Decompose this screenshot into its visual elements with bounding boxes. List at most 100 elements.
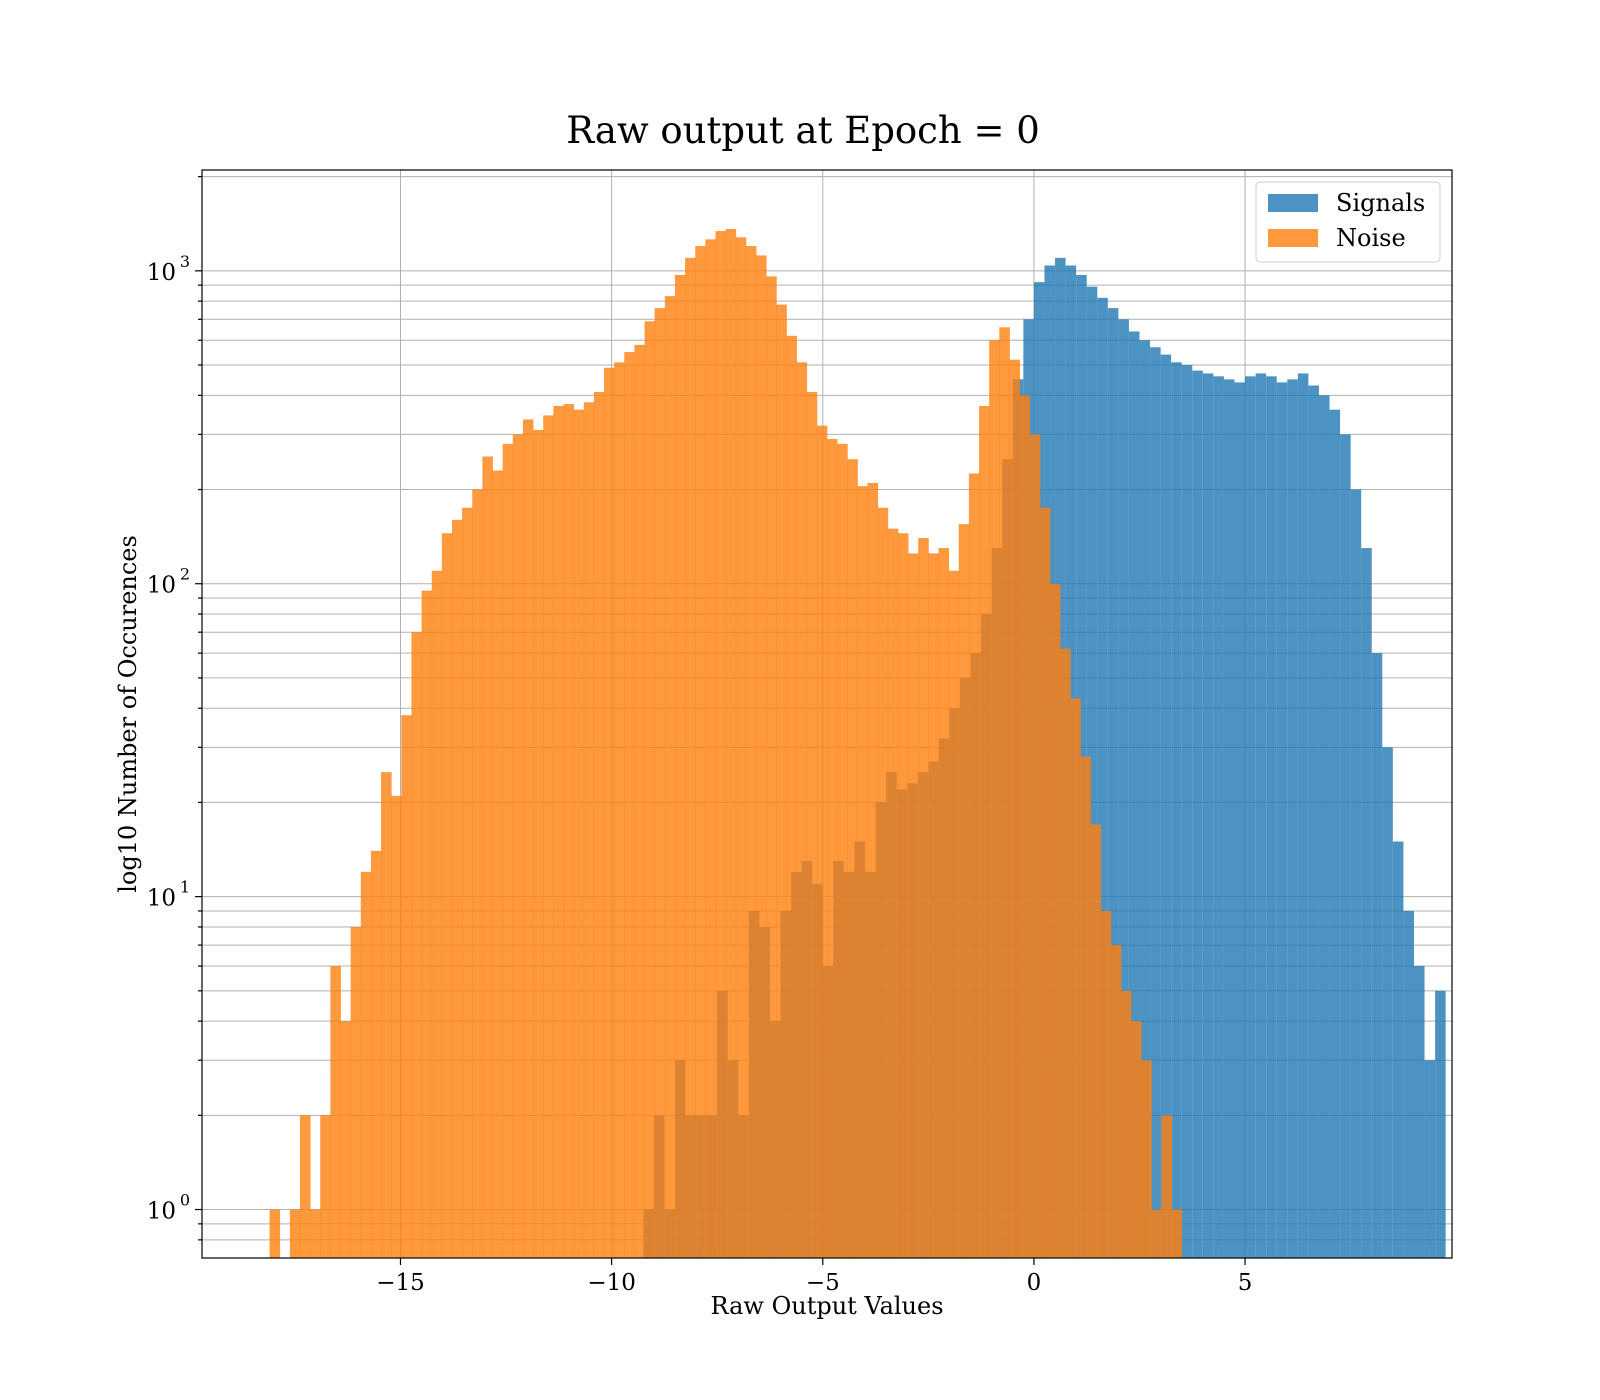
bar-noise	[999, 327, 1010, 1258]
bar-noise	[1029, 434, 1041, 1258]
bar-signals	[1413, 966, 1425, 1258]
bar-noise	[289, 1209, 301, 1258]
bar-noise	[340, 1021, 352, 1258]
y-tick-exponent: 2	[180, 565, 190, 584]
bar-noise	[989, 340, 1000, 1259]
bar-noise	[827, 439, 838, 1258]
bar-noise	[877, 507, 889, 1258]
bar-noise	[553, 405, 564, 1259]
bar-noise	[583, 402, 595, 1258]
bar-noise	[725, 229, 737, 1258]
bar-signals	[1266, 376, 1277, 1258]
bar-noise	[745, 246, 757, 1258]
bar-noise	[1131, 1021, 1142, 1258]
bar-noise	[1070, 698, 1081, 1258]
x-tick-label: −10	[587, 1270, 636, 1296]
y-axis-label: log10 Number of Occurences	[114, 535, 142, 893]
bar-noise	[299, 1115, 311, 1258]
bar-noise	[1009, 359, 1020, 1258]
bar-noise	[958, 524, 970, 1258]
x-axis-label: Raw Output Values	[710, 1292, 943, 1320]
legend-label-noise: Noise	[1336, 224, 1406, 252]
bar-signals	[1382, 747, 1393, 1258]
bar-signals	[1435, 990, 1446, 1258]
legend-label-signals: Signals	[1336, 189, 1425, 217]
bar-noise	[644, 321, 656, 1258]
bar-signals	[1192, 370, 1203, 1258]
bar-signals	[1223, 379, 1235, 1259]
bar-noise	[482, 456, 493, 1258]
bar-noise	[1110, 945, 1122, 1258]
bar-signals	[1139, 340, 1151, 1259]
y-tick-label: 10	[147, 886, 176, 912]
bar-signals	[1245, 376, 1256, 1258]
bar-signals	[1160, 354, 1172, 1259]
bar-noise	[756, 255, 767, 1258]
bar-noise	[968, 473, 980, 1258]
legend: Signals Noise	[1255, 181, 1441, 263]
bar-noise	[330, 966, 341, 1258]
bar-noise	[887, 528, 899, 1258]
bar-noise	[806, 391, 818, 1258]
bar-noise	[573, 409, 585, 1258]
x-axis-ticks: −15 −10 −5 0 5	[376, 1258, 1252, 1296]
y-tick-exponent: 0	[180, 1191, 190, 1210]
bar-noise	[1141, 1060, 1152, 1258]
bar-signals	[1171, 362, 1182, 1258]
bar-noise	[928, 553, 939, 1258]
bar-noise	[512, 434, 524, 1258]
bar-noise	[1060, 648, 1071, 1258]
bar-noise	[674, 274, 686, 1258]
bar-noise	[776, 304, 787, 1258]
bar-signals	[1287, 379, 1298, 1259]
bar-noise	[685, 257, 696, 1259]
bar-signals	[1213, 376, 1224, 1258]
x-tick-label: 5	[1238, 1270, 1253, 1296]
bar-noise	[1161, 1115, 1172, 1258]
bar-noise	[543, 415, 554, 1258]
bar-noise	[715, 231, 727, 1259]
chart-title: Raw output at Epoch = 0	[566, 109, 1040, 152]
bar-noise	[441, 533, 453, 1258]
bar-signals	[1361, 548, 1372, 1258]
bar-noise	[796, 362, 808, 1258]
bars	[269, 229, 1446, 1259]
x-tick-label: −5	[806, 1270, 840, 1296]
bar-noise	[908, 553, 919, 1258]
bar-noise	[360, 871, 372, 1258]
bar-signals	[1403, 910, 1414, 1258]
x-tick-label: −15	[376, 1270, 425, 1296]
bar-noise	[452, 519, 463, 1258]
y-tick-label: 10	[147, 260, 176, 286]
bar-noise	[766, 276, 777, 1258]
bar-signals	[1255, 373, 1267, 1258]
bar-noise	[269, 1209, 281, 1258]
bar-noise	[735, 237, 747, 1258]
bar-noise	[533, 429, 544, 1259]
bar-noise	[391, 795, 402, 1258]
bar-noise	[1019, 395, 1031, 1258]
bar-noise	[847, 459, 858, 1258]
x-tick-label: 0	[1027, 1270, 1042, 1296]
bar-noise	[1090, 824, 1102, 1258]
bar-noise	[421, 590, 433, 1258]
bar-signals	[1329, 409, 1341, 1258]
bar-noise	[1120, 990, 1132, 1258]
bar-noise	[705, 239, 716, 1258]
bar-noise	[563, 404, 575, 1258]
bar-noise	[472, 489, 483, 1258]
legend-swatch-signals	[1268, 194, 1318, 212]
bar-signals	[1297, 373, 1309, 1258]
bar-signals	[1150, 347, 1161, 1259]
bar-noise	[411, 632, 422, 1258]
bar-signals	[1308, 385, 1319, 1259]
series-noise	[269, 229, 1183, 1259]
bar-noise	[837, 443, 848, 1259]
bar-noise	[401, 715, 412, 1258]
y-tick-label: 10	[147, 573, 176, 599]
bar-noise	[897, 533, 909, 1258]
bar-noise	[593, 391, 605, 1258]
bar-noise	[938, 548, 950, 1258]
